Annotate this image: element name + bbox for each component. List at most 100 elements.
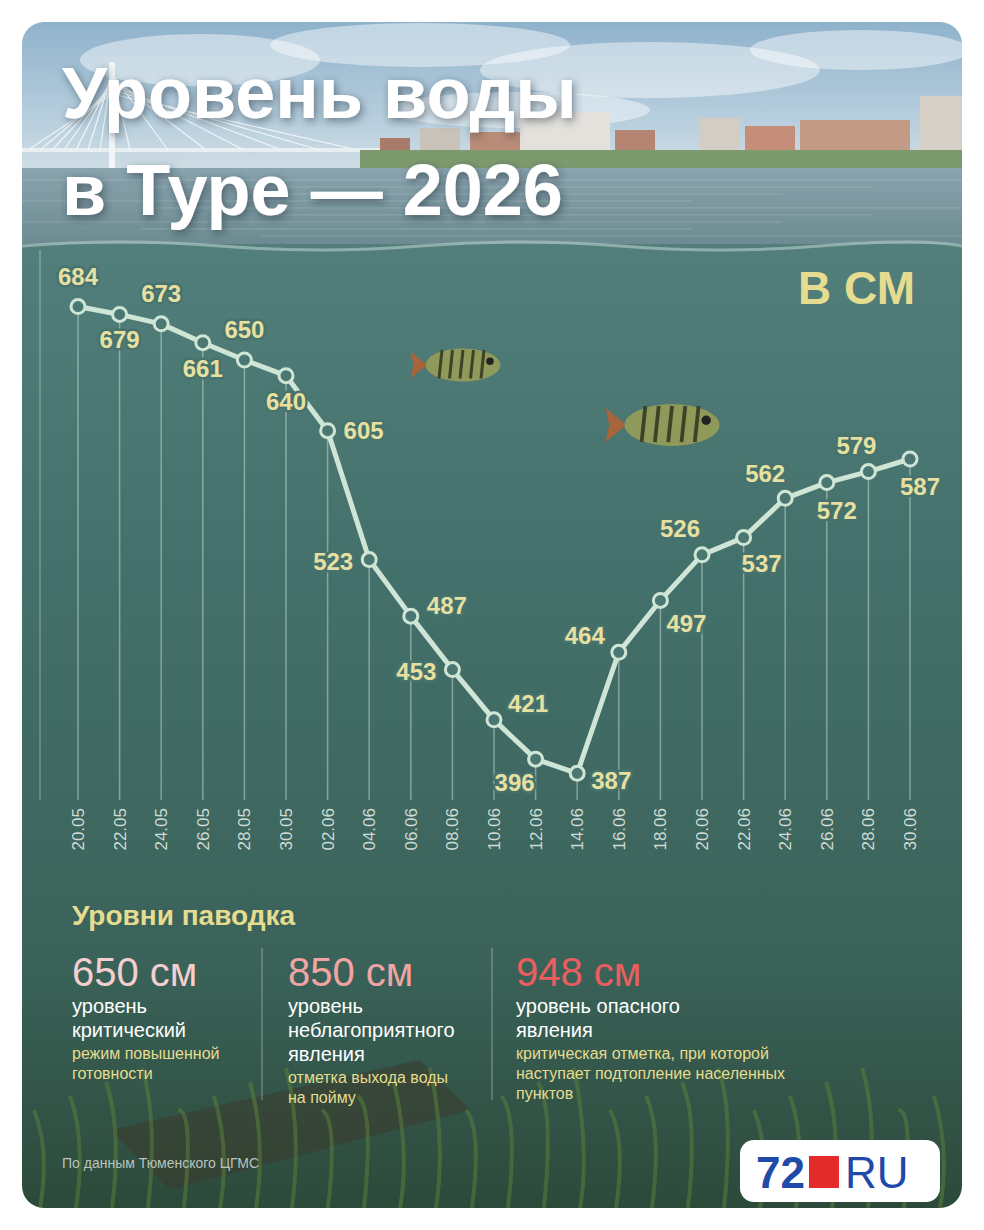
fish-stripe — [695, 406, 699, 442]
text-line: пунктов — [516, 1085, 573, 1102]
data-label: 661 — [183, 355, 223, 382]
flood-level-name: уровеньнеблагоприятногоявления — [288, 995, 455, 1065]
fish-stripe — [439, 350, 442, 379]
flood-level-name: уровень опасногоявления — [516, 995, 680, 1041]
x-tick-label: 14.06 — [568, 808, 587, 851]
text-line: уровень опасного — [516, 995, 680, 1017]
data-label: 673 — [141, 280, 181, 307]
fish-stripe — [668, 406, 672, 442]
x-tick-label: 24.05 — [152, 808, 171, 851]
x-tick-label: 16.06 — [610, 808, 629, 851]
weed — [322, 1110, 332, 1208]
data-point — [196, 336, 210, 350]
x-tick-label: 22.06 — [735, 808, 754, 851]
grid-line — [285, 376, 287, 800]
fish-tail — [411, 352, 428, 379]
data-point — [570, 766, 584, 780]
logo-text: 72 — [756, 1148, 805, 1197]
flood-level-note: критическая отметка, при которой наступае… — [516, 1045, 785, 1102]
x-tick-label: 04.06 — [360, 808, 379, 851]
flood-level-value: 850 см — [288, 950, 413, 994]
x-tick-label: 18.06 — [651, 808, 670, 851]
fish — [606, 404, 720, 446]
weed — [250, 1082, 260, 1208]
section-title: Уровни паводка — [72, 900, 296, 931]
grid-line — [202, 343, 204, 800]
x-tick-label: 28.06 — [859, 808, 878, 851]
fish-stripe — [682, 406, 686, 442]
x-tick-label: 28.05 — [235, 808, 254, 851]
data-point — [529, 752, 543, 766]
x-tick-label: 30.05 — [277, 808, 296, 851]
text-line: отметка выхода воды — [288, 1069, 448, 1086]
data-point — [903, 452, 917, 466]
weed — [394, 1082, 404, 1208]
data-label: 562 — [745, 460, 785, 487]
x-tick-label: 24.06 — [776, 808, 795, 851]
weed — [466, 1110, 476, 1208]
x-tick-label: 26.06 — [818, 808, 837, 851]
fish-eye — [486, 358, 494, 366]
fish — [411, 349, 501, 382]
flood-level-value: 948 см — [516, 950, 641, 994]
text-line: критическая отметка, при которой — [516, 1045, 769, 1062]
data-point — [861, 465, 875, 479]
data-point — [653, 593, 667, 607]
weed — [142, 1068, 152, 1208]
weed — [34, 1110, 44, 1208]
x-tick-label: 30.06 — [901, 808, 920, 851]
data-point — [404, 609, 418, 623]
data-label: 453 — [396, 658, 436, 685]
title: Уровень водыв Туре — 2026 — [62, 53, 577, 230]
x-tick-label: 20.05 — [69, 808, 88, 851]
grid-line — [701, 555, 703, 800]
x-tick-label: 06.06 — [402, 808, 421, 851]
logo-box — [740, 1140, 940, 1202]
text-line: явления — [288, 1043, 365, 1065]
data-point — [237, 353, 251, 367]
data-label: 679 — [100, 326, 140, 353]
x-tick-label: 02.06 — [319, 808, 338, 851]
x-tick-label: 10.06 — [485, 808, 504, 851]
data-point — [362, 553, 376, 567]
data-point — [321, 424, 335, 438]
flood-level-note: отметка выхода водына пойму — [288, 1069, 448, 1106]
data-label: 396 — [495, 769, 535, 796]
text-line: явления — [516, 1019, 593, 1041]
grid-line — [119, 314, 121, 800]
data-label: 464 — [565, 622, 606, 649]
data-label: 572 — [817, 497, 857, 524]
text-line: уровень — [288, 995, 363, 1017]
grid-line — [160, 324, 162, 800]
data-label: 650 — [224, 316, 264, 343]
data-point — [71, 300, 85, 314]
text-line: наступает подтопление населенных — [516, 1065, 785, 1082]
underwater — [22, 244, 962, 1208]
data-point — [487, 713, 501, 727]
weed — [610, 1110, 620, 1208]
data-point — [737, 531, 751, 545]
text-line: в Туре — 2026 — [62, 150, 563, 230]
infographic: Уровень водыв Туре — 2026В СМ68467967366… — [0, 0, 984, 1230]
data-point — [113, 307, 127, 321]
separator — [491, 948, 492, 1100]
data-label: 537 — [742, 550, 782, 577]
weed — [70, 1096, 80, 1208]
text-line: неблагоприятного — [288, 1019, 455, 1041]
weed — [214, 1096, 224, 1208]
data-label: 684 — [58, 263, 99, 290]
flood-level-name: уровенькритический — [72, 995, 186, 1041]
y-axis-line — [39, 250, 41, 800]
text-line: критический — [72, 1019, 186, 1041]
data-label: 526 — [660, 515, 700, 542]
data-label: 587 — [900, 473, 940, 500]
weed — [574, 1068, 584, 1208]
x-tick-label: 22.05 — [111, 808, 130, 851]
data-label: 421 — [508, 690, 548, 717]
grid-line — [452, 670, 454, 800]
x-tick-label: 08.06 — [443, 808, 462, 851]
weed — [682, 1082, 692, 1208]
weed — [106, 1082, 116, 1208]
fish-stripe — [655, 406, 659, 442]
grid-line — [784, 498, 786, 800]
